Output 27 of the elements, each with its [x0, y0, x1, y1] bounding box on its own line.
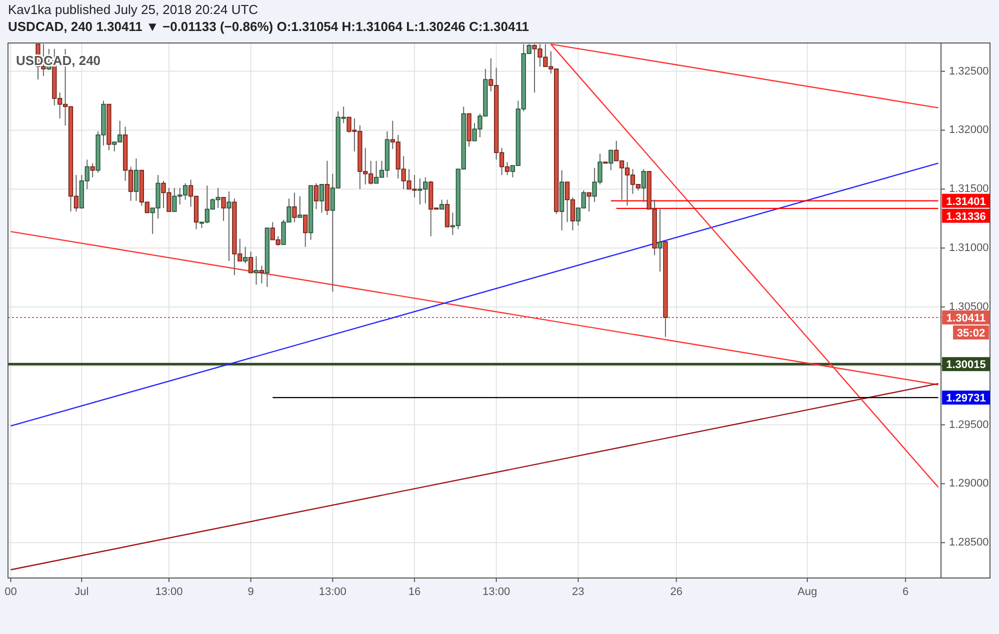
y-tick-label: 1.30500 [949, 300, 989, 313]
data-label: 1.31336 [946, 210, 986, 223]
y-tick-label: 1.29000 [949, 478, 989, 490]
x-tick-label: 00 [4, 586, 17, 598]
y-tick-label: 1.31500 [949, 183, 989, 196]
text: Kav1ka published July 25, 2018 20:24 UTC [8, 2, 258, 17]
text: USDCAD, 240 1.30411 ▼ −0.01133 (−0.86%) O:1.31054 H:1.31064 L:1.30246 C:1.30411 [8, 19, 529, 34]
ref-line-label: 1.30015 [946, 359, 986, 372]
y-tick-label: 1.28500 [949, 536, 989, 549]
x-tick-label: 16 [408, 586, 421, 598]
text: 35:02 [956, 327, 986, 340]
x-tick-label: Aug [798, 586, 818, 598]
ref-line-label: 1.30411 [946, 312, 986, 324]
y-tick-label: 1.32500 [949, 65, 989, 78]
y-tick-label: 1.29500 [949, 418, 989, 431]
x-tick-label: 9 [248, 586, 254, 598]
y-tick-label: 1.31000 [949, 242, 989, 254]
x-tick-label: 6 [902, 586, 909, 598]
data-label: 1.31401 [946, 196, 986, 208]
x-tick-label: 23 [572, 586, 584, 598]
x-tick-label: 26 [670, 586, 682, 598]
y-tick-label: 1.32000 [949, 124, 989, 136]
x-tick-label: 13:00 [482, 586, 510, 598]
x-tick-label: 13:00 [155, 586, 183, 598]
x-tick-label: Jul [74, 586, 89, 598]
data-label: 1.29731 [946, 392, 986, 405]
x-tick-label: 13:00 [318, 586, 346, 598]
